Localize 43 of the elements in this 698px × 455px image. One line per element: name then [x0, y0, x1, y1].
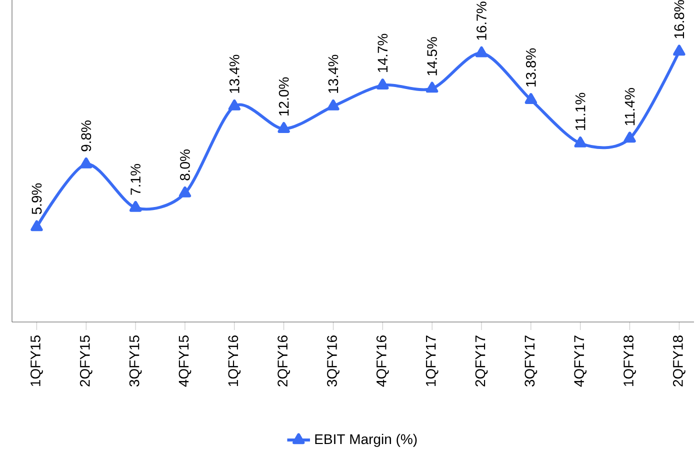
point	[524, 93, 538, 104]
x-tick-label: 3QFY15	[129, 336, 142, 387]
data-label: 8.0%	[180, 150, 190, 180]
point	[30, 220, 43, 232]
x-tick-label: 3QFY16	[327, 336, 340, 387]
point	[624, 132, 636, 143]
point	[327, 99, 340, 110]
x-tick-label: 4QFY17	[574, 336, 587, 387]
data-label: 7.1%	[130, 164, 140, 195]
data-label: 13.4%	[229, 54, 240, 93]
point	[376, 78, 389, 90]
x-tick-label: 2QFY17	[475, 336, 488, 386]
data-label: 16.8%	[674, 0, 684, 38]
legend-label: EBIT Margin (%)	[315, 434, 417, 447]
point	[178, 186, 192, 198]
x-tick-label: 1QFY15	[30, 336, 43, 386]
point	[475, 46, 488, 58]
point	[278, 122, 290, 133]
data-label: 13.4%	[328, 54, 338, 93]
x-tick-label: 3QFY17	[524, 336, 538, 387]
point	[80, 157, 92, 168]
data-label: 11.4%	[624, 88, 635, 126]
point	[673, 44, 686, 56]
x-tick-label: 1QFY17	[426, 336, 438, 386]
data-label: 12.0%	[278, 77, 289, 116]
point	[574, 136, 586, 148]
x-tick-label: 2QFY15	[80, 336, 92, 386]
data-label: 11.1%	[575, 92, 586, 130]
data-label: 16.7%	[476, 2, 486, 40]
x-tick-label: 1QFY16	[228, 336, 241, 386]
data-label: 14.5%	[427, 37, 438, 76]
data-label: 14.7%	[378, 34, 388, 72]
x-tick-label: 2QFY18	[672, 336, 686, 386]
x-tick-label: 4QFY16	[376, 336, 389, 387]
point	[228, 99, 240, 110]
point	[426, 82, 438, 93]
data-label: 13.8%	[526, 48, 536, 86]
x-tick-label: 2QFY16	[278, 336, 290, 386]
x-tick-label: 4QFY15	[178, 336, 192, 387]
point	[129, 200, 142, 212]
x-tick-label: 1QFY18	[624, 336, 636, 386]
data-label: 9.8%	[81, 120, 92, 152]
data-label: 5.9%	[32, 183, 42, 214]
